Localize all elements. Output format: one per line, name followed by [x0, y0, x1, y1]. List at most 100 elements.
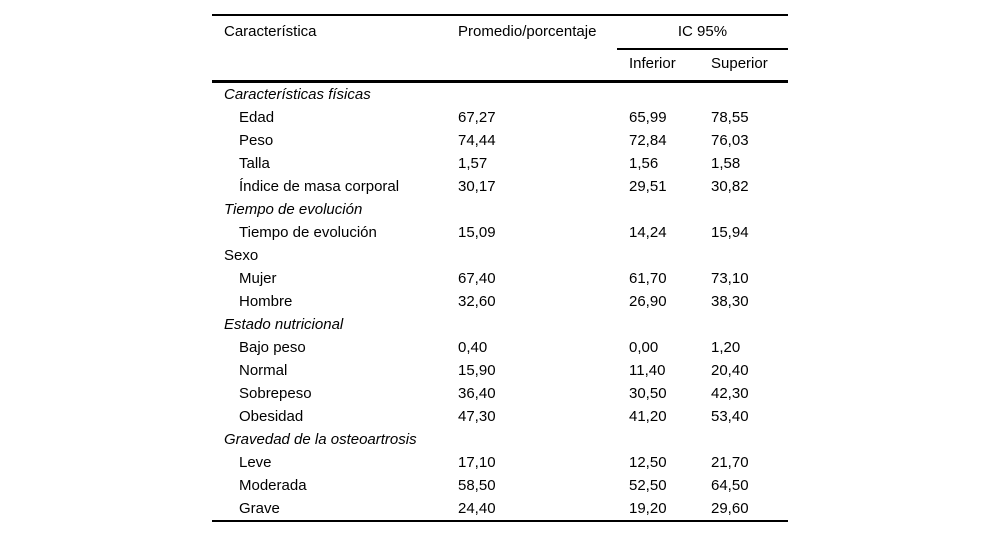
promedio-value: 67,27: [458, 109, 496, 126]
section-label: Sexo: [224, 247, 259, 264]
section-row: Estado nutricional: [212, 313, 788, 336]
promedio-value: [458, 428, 617, 451]
promedio-value: [458, 83, 617, 106]
promedio-value: 58,50: [458, 477, 496, 494]
column-header-inferior: Inferior: [629, 55, 676, 72]
inferior-value: 61,70: [629, 270, 667, 287]
row-label: Talla: [239, 155, 270, 172]
superior-value: [710, 313, 788, 336]
table-row: Mujer 67,40 61,70 73,10: [212, 267, 788, 290]
inferior-value: 41,20: [629, 408, 667, 425]
superior-value: 38,30: [711, 293, 749, 310]
header-row-top: Característica Promedio/porcentaje IC 95…: [212, 16, 788, 50]
table-row: Hombre 32,60 26,90 38,30: [212, 290, 788, 313]
promedio-value: 24,40: [458, 500, 496, 517]
table-row: Sobrepeso 36,40 30,50 42,30: [212, 382, 788, 405]
table-row: Tiempo de evolución 15,09 14,24 15,94: [212, 221, 788, 244]
header-row-sub: Inferior Superior: [212, 48, 788, 80]
superior-value: 76,03: [711, 132, 749, 149]
inferior-value: 52,50: [629, 477, 667, 494]
row-label: Normal: [239, 362, 288, 379]
promedio-value: 30,17: [458, 178, 496, 195]
inferior-value: 26,90: [629, 293, 667, 310]
section-row: Tiempo de evolución: [212, 198, 788, 221]
promedio-value: [458, 313, 617, 336]
column-header-superior: Superior: [711, 55, 768, 72]
superior-value: 73,10: [711, 270, 749, 287]
inferior-value: 65,99: [629, 109, 667, 126]
row-label: Edad: [239, 109, 275, 126]
row-label: Obesidad: [239, 408, 304, 425]
row-label: Mujer: [239, 270, 277, 287]
section-label: Gravedad de la osteoartrosis: [224, 431, 417, 448]
header-spacer: [212, 48, 458, 80]
promedio-value: 15,90: [458, 362, 496, 379]
section-row: Sexo: [212, 244, 788, 267]
row-label: Leve: [239, 454, 272, 471]
row-label: Peso: [239, 132, 274, 149]
inferior-value: [617, 428, 710, 451]
superior-value: 29,60: [711, 500, 749, 517]
row-label: Grave: [239, 500, 280, 517]
inferior-value: 14,24: [629, 224, 667, 241]
inferior-value: 11,40: [629, 362, 666, 379]
promedio-value: 47,30: [458, 408, 496, 425]
inferior-value: 30,50: [629, 385, 667, 402]
promedio-value: 36,40: [458, 385, 496, 402]
superior-value: [710, 428, 788, 451]
row-label: Bajo peso: [239, 339, 306, 356]
promedio-value: [458, 198, 617, 221]
promedio-value: 32,60: [458, 293, 496, 310]
statistics-table: Característica Promedio/porcentaje IC 95…: [212, 14, 788, 522]
inferior-value: [617, 313, 710, 336]
inferior-value: [617, 198, 710, 221]
promedio-value: 67,40: [458, 270, 496, 287]
table-row: Peso 74,44 72,84 76,03: [212, 129, 788, 152]
row-label: Sobrepeso: [239, 385, 312, 402]
inferior-value: [617, 83, 710, 106]
superior-value: 64,50: [711, 477, 749, 494]
column-group-ic95: IC 95%: [617, 16, 788, 50]
superior-value: 78,55: [711, 109, 749, 126]
superior-value: 42,30: [711, 385, 749, 402]
table-row: Leve 17,10 12,50 21,70: [212, 451, 788, 474]
column-header-caracteristica: Característica: [224, 23, 317, 40]
superior-value: 53,40: [711, 408, 749, 425]
row-label: Moderada: [239, 477, 307, 494]
table-row: Grave 24,40 19,20 29,60: [212, 497, 788, 520]
inferior-value: 72,84: [629, 132, 667, 149]
table-row: Índice de masa corporal 30,17 29,51 30,82: [212, 175, 788, 198]
promedio-value: 0,40: [458, 339, 488, 356]
table-body: Características físicas Edad 67,27 65,99 78,…: [212, 83, 788, 520]
promedio-value: 17,10: [458, 454, 496, 471]
promedio-value: [458, 244, 617, 267]
table-row: Bajo peso 0,40 0,00 1,20: [212, 336, 788, 359]
table-row: Edad 67,27 65,99 78,55: [212, 106, 788, 129]
superior-value: 20,40: [711, 362, 749, 379]
header-spacer: [458, 48, 617, 80]
table-row: Normal 15,90 11,40 20,40: [212, 359, 788, 382]
inferior-value: [617, 244, 710, 267]
superior-value: [710, 244, 788, 267]
superior-value: 21,70: [711, 454, 749, 471]
table-header: Característica Promedio/porcentaje IC 95…: [212, 16, 788, 83]
section-row: Gravedad de la osteoartrosis: [212, 428, 788, 451]
inferior-value: 1,56: [629, 155, 659, 172]
promedio-value: 15,09: [458, 224, 496, 241]
inferior-value: 12,50: [629, 454, 667, 471]
superior-value: 1,20: [711, 339, 741, 356]
inferior-value: 0,00: [629, 339, 659, 356]
promedio-value: 1,57: [458, 155, 488, 172]
section-row: Características físicas: [212, 83, 788, 106]
section-label: Estado nutricional: [224, 316, 344, 333]
section-label: Características físicas: [224, 86, 371, 103]
table-row: Talla 1,57 1,56 1,58: [212, 152, 788, 175]
table-row: Moderada 58,50 52,50 64,50: [212, 474, 788, 497]
table-row: Obesidad 47,30 41,20 53,40: [212, 405, 788, 428]
row-label: Hombre: [239, 293, 293, 310]
superior-value: [710, 83, 788, 106]
promedio-value: 74,44: [458, 132, 496, 149]
superior-value: 30,82: [711, 178, 749, 195]
column-header-promedio: Promedio/porcentaje: [458, 23, 597, 40]
